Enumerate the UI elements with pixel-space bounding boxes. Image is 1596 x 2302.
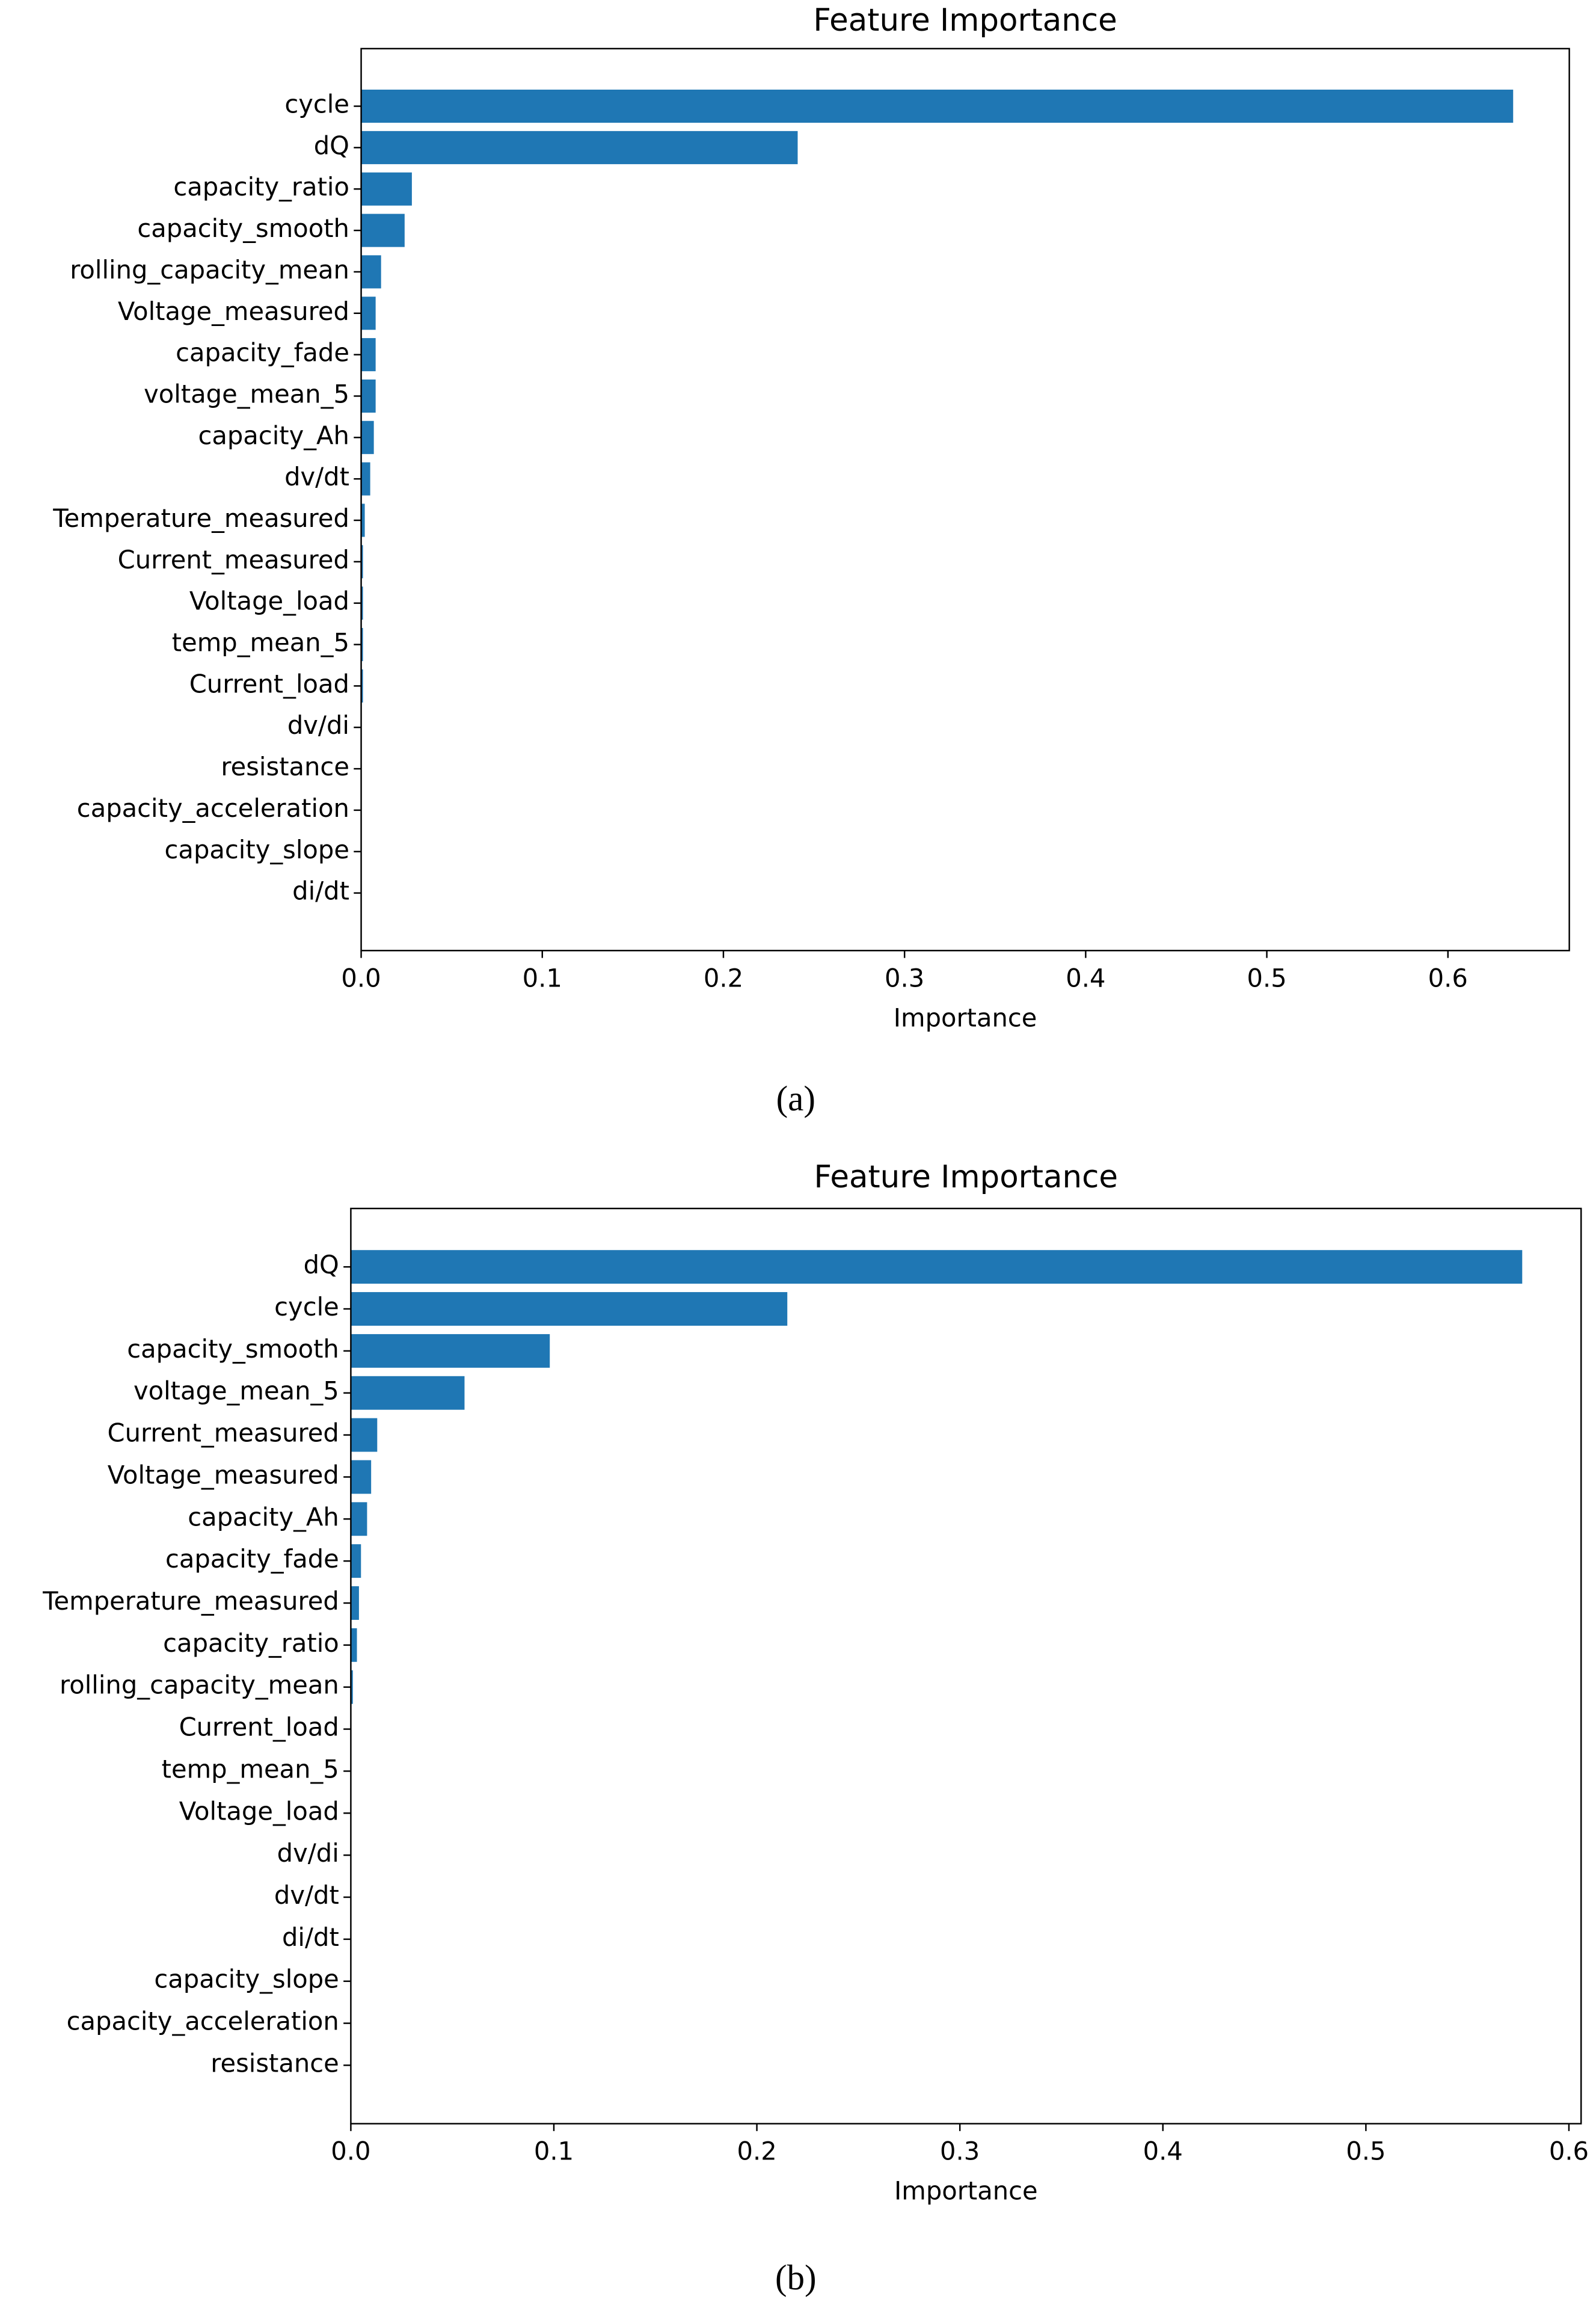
y-tick-label: resistance: [210, 2048, 339, 2078]
bar: [361, 338, 376, 372]
y-tick-label: capacity_Ah: [198, 420, 349, 450]
caption: (a): [776, 1079, 815, 1118]
y-tick-label: capacity_Ah: [188, 1502, 339, 1531]
bar: [361, 420, 374, 454]
bar: [351, 1670, 353, 1704]
bar: [361, 214, 405, 247]
y-tick-label: Voltage_load: [179, 1796, 339, 1826]
y-tick-label: voltage_mean_5: [144, 379, 349, 408]
x-axis-label: Importance: [894, 2176, 1038, 2206]
y-tick-label: temp_mean_5: [162, 1754, 339, 1783]
y-tick-label: Current_load: [179, 1713, 339, 1742]
x-tick-label: 0.1: [534, 2137, 574, 2166]
y-tick-label: dQ: [314, 131, 349, 160]
x-tick-label: 0.6: [1549, 2137, 1589, 2166]
bar: [361, 669, 363, 703]
y-tick-label: Temperature_measured: [42, 1586, 339, 1616]
bar: [361, 90, 1514, 123]
y-tick-label: resistance: [221, 752, 349, 781]
y-tick-label: capacity_slope: [154, 1965, 339, 1994]
bar: [351, 1334, 550, 1368]
caption: (b): [775, 2258, 817, 2297]
bar: [351, 1292, 788, 1326]
y-tick-label: Voltage_load: [189, 586, 349, 616]
x-tick-label: 0.4: [1143, 2137, 1183, 2166]
y-tick-label: Current_measured: [118, 545, 349, 574]
y-tick-label: Temperature_measured: [52, 503, 349, 533]
x-tick-label: 0.3: [940, 2137, 980, 2166]
chart-title: Feature Importance: [814, 1159, 1118, 1195]
y-tick-label: capacity_fade: [176, 338, 349, 368]
y-tick-label: dv/di: [277, 1838, 339, 1868]
y-tick-label: dv/dt: [284, 462, 349, 491]
y-tick-label: Current_measured: [108, 1418, 339, 1448]
bar: [361, 503, 365, 537]
bar: [361, 255, 381, 289]
bar: [361, 586, 363, 620]
bar: [361, 545, 363, 579]
bar: [361, 172, 412, 206]
bar: [361, 462, 370, 496]
x-axis-label: Importance: [894, 1003, 1037, 1032]
x-tick-label: 0.3: [885, 963, 924, 993]
bar: [351, 1376, 465, 1410]
plot-frame: [360, 48, 1570, 952]
y-tick-label: temp_mean_5: [172, 628, 349, 657]
y-tick-label: dQ: [304, 1250, 339, 1279]
bar: [361, 379, 376, 413]
y-tick-label: capacity_acceleration: [77, 793, 349, 823]
y-tick-label: Current_load: [189, 669, 349, 698]
y-tick-label: capacity_smooth: [137, 214, 349, 243]
y-tick-label: capacity_fade: [165, 1544, 339, 1574]
x-tick-label: 0.1: [523, 963, 562, 993]
plot-frame: [350, 1207, 1582, 2125]
y-tick-label: di/dt: [282, 1922, 339, 1952]
y-tick-label: cycle: [284, 90, 349, 119]
x-tick-label: 0.5: [1346, 2137, 1386, 2166]
bar: [351, 1586, 359, 1620]
bar: [361, 131, 798, 164]
bar: [351, 1628, 357, 1662]
y-tick-label: voltage_mean_5: [134, 1376, 339, 1406]
bar: [361, 627, 363, 662]
y-tick-label: dv/dt: [274, 1880, 339, 1910]
bar: [351, 1544, 361, 1578]
y-tick-label: capacity_slope: [165, 835, 349, 864]
x-tick-label: 0.0: [331, 2137, 370, 2166]
y-tick-label: capacity_ratio: [163, 1628, 339, 1658]
x-tick-label: 0.4: [1066, 963, 1105, 993]
y-tick-label: capacity_acceleration: [67, 2007, 339, 2036]
x-tick-label: 0.0: [341, 963, 381, 993]
y-tick-label: dv/di: [287, 710, 349, 740]
y-tick-label: Voltage_measured: [108, 1460, 339, 1489]
chart-title: Feature Importance: [813, 2, 1117, 38]
x-tick-label: 0.2: [737, 2137, 776, 2166]
bar: [351, 1502, 367, 1536]
bar: [351, 1250, 1523, 1284]
y-tick-label: capacity_smooth: [127, 1334, 339, 1364]
x-tick-label: 0.2: [704, 963, 743, 993]
bar: [351, 1418, 378, 1452]
y-tick-label: Voltage_measured: [118, 297, 349, 326]
y-tick-label: rolling_capacity_mean: [70, 255, 349, 285]
x-tick-label: 0.5: [1247, 963, 1286, 993]
bar: [351, 1460, 372, 1494]
y-tick-label: di/dt: [292, 876, 349, 906]
y-tick-label: capacity_ratio: [173, 172, 349, 202]
bar: [361, 297, 376, 330]
y-tick-label: rolling_capacity_mean: [60, 1670, 339, 1700]
y-tick-label: cycle: [274, 1292, 339, 1322]
x-tick-label: 0.6: [1428, 963, 1468, 993]
